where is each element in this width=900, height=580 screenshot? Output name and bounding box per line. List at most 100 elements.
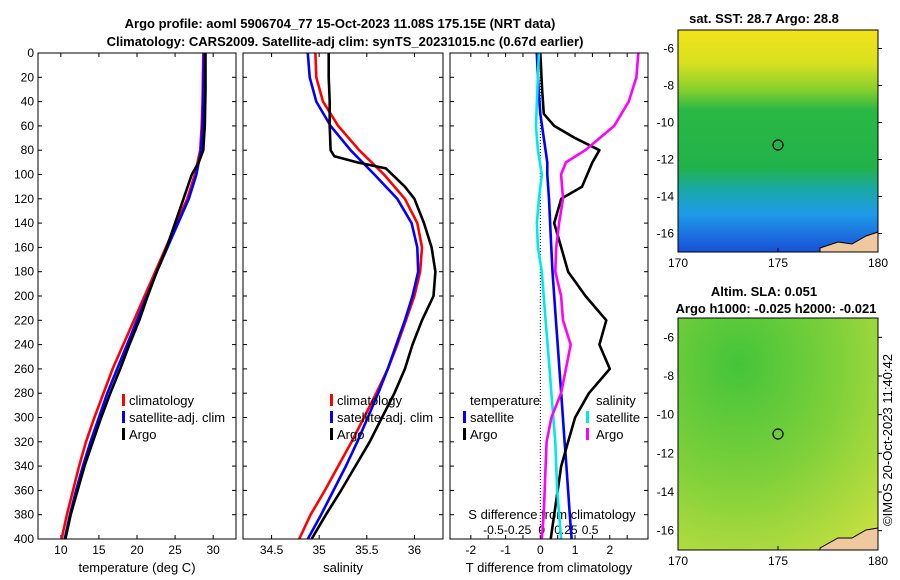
legend-swatch (122, 428, 125, 440)
map-x-tick-label: 175 (768, 554, 788, 568)
map-x-tick-label: 170 (668, 256, 688, 270)
map-x-tick-label: 180 (868, 256, 888, 270)
x-axis-label: temperature (deg C) (78, 560, 195, 575)
y-tick-label: 40 (21, 95, 35, 109)
map-x-tick-label: 180 (868, 554, 888, 568)
y-tick-label: 100 (14, 168, 34, 182)
legend-label: satellite-adj. clim (337, 410, 433, 425)
y-tick-label: 240 (14, 338, 34, 352)
series-line-s-satellite (534, 52, 563, 540)
legend-label: Argo (337, 427, 364, 442)
legend-label: climatology (129, 393, 195, 408)
y-tick-label: 120 (14, 192, 34, 206)
y-tick-label: 20 (21, 70, 35, 84)
series-line-s-argo (540, 52, 640, 540)
sst-map: sat. SST: 28.7 Argo: 28.8 170 175 180 -6 -8 -… (657, 11, 889, 270)
x-tick-label: 15 (92, 543, 106, 557)
x-tick-label: -2 (466, 543, 477, 557)
x-tick-label: 30 (206, 543, 220, 557)
x-tick-label: 2 (606, 543, 613, 557)
sst-argo-location-marker (772, 139, 784, 151)
map-y-tick-label: -8 (663, 369, 674, 383)
x2-tick-label: 0.25 (554, 523, 578, 537)
sst-field (678, 30, 878, 252)
x-tick-label: 25 (168, 543, 182, 557)
y-tick-label: 260 (14, 362, 34, 376)
y-tick-label: 0 (27, 46, 34, 60)
legend-left-title: temperature (470, 393, 540, 408)
x-tick-label: 10 (54, 543, 68, 557)
legend-swatch (330, 428, 333, 440)
temperature-panel: 0 20 40 60 80 100 120 140 160 180 200 220 240 260 280 3… (14, 46, 237, 575)
map-y-tick-label: -8 (663, 79, 674, 93)
legend-swatch (463, 428, 466, 440)
map-y-tick-label: -16 (657, 524, 675, 538)
x-axis-label: salinity (323, 560, 363, 575)
map-y-tick-label: -14 (657, 190, 675, 204)
legend-label: satellite (470, 410, 514, 425)
map-y-tick-label: -16 (657, 227, 675, 241)
plot-frame (37, 52, 237, 540)
sla-map-title-line1: Altim. SLA: 0.051 (711, 284, 817, 299)
x-tick-label: 35.5 (355, 543, 379, 557)
map-y-tick-label: -10 (657, 116, 675, 130)
series-line-climatology (298, 52, 424, 540)
plot-frame (242, 52, 444, 540)
y-tick-label: 400 (14, 532, 34, 546)
x2-tick-label: -0.25 (504, 523, 532, 537)
legend-label: satellite-adj. clim (129, 410, 225, 425)
y-tick-label: 80 (21, 143, 35, 157)
y-tick-label: 280 (14, 386, 34, 400)
map-y-tick-label: -12 (657, 153, 675, 167)
x-tick-label: 36 (408, 543, 422, 557)
map-y-tick-label: -12 (657, 446, 675, 460)
x-tick-label: 34.5 (260, 543, 284, 557)
sst-map-ticks: 170 175 180 -6 -8 -10 -12 -14 -16 (657, 42, 889, 271)
y-tick-label: 60 (21, 119, 35, 133)
sla-map-ticks: 170 175 180 -6 -8 -10 -12 -14 -16 (657, 330, 889, 568)
x2-axis-label: S difference from climatology (468, 507, 636, 522)
imos-credit: ©IMOS 20-Oct-2023 11:40:42 (880, 354, 895, 526)
x-tick-label: 20 (130, 543, 144, 557)
legend-swatch (330, 394, 333, 406)
series-line-t-satellite (535, 52, 573, 540)
figure-title-line2: Climatology: CARS2009. Satellite-adj cli… (107, 34, 584, 49)
legend-swatch (586, 411, 589, 423)
sla-map: Altim. SLA: 0.051 Argo h1000: -0.025 h20… (657, 284, 889, 568)
plot-background (450, 53, 648, 539)
legend-swatch (330, 411, 333, 423)
difference-panel: -2 -1 0 1 2 T difference from climatology S di… (449, 52, 649, 575)
series-line-satellite-adj-clim (306, 52, 420, 540)
x-tick-label: 35 (313, 543, 327, 557)
map-x-tick-label: 170 (668, 554, 688, 568)
series-line-t-argo (539, 52, 612, 540)
map-y-tick-label: -6 (663, 42, 674, 56)
y-tick-label: 200 (14, 289, 34, 303)
legend-label: Argo (596, 427, 623, 442)
legend-swatch (122, 411, 125, 423)
sla-argo-location-marker (772, 428, 784, 440)
legend-swatch (122, 394, 125, 406)
x-axis-label: T difference from climatology (466, 560, 633, 575)
figure-title-line1: Argo profile: aoml 5906704_77 15-Oct-202… (125, 16, 556, 31)
y-tick-label: 320 (14, 435, 34, 449)
y-tick-label: 300 (14, 411, 34, 425)
y-tick-label: 140 (14, 216, 34, 230)
plot-background (38, 53, 236, 539)
plot-frame (449, 52, 649, 540)
series-line-satellite-adj-clim (63, 52, 206, 540)
y-tick-label: 360 (14, 483, 34, 497)
legend-label: satellite (596, 410, 640, 425)
salinity-panel: 34.5 35 35.5 36 salinity climatology satellite… (242, 52, 444, 575)
legend-right-title: salinity (596, 393, 636, 408)
y-tick-label: 220 (14, 313, 34, 327)
x-tick-label: 1 (572, 543, 579, 557)
legend-label: Argo (470, 427, 497, 442)
map-y-tick-label: -14 (657, 485, 675, 499)
y-tick-label: 160 (14, 240, 34, 254)
map-y-tick-label: -6 (663, 330, 674, 344)
legend-label: climatology (337, 393, 403, 408)
legend-swatch (586, 428, 589, 440)
y-tick-label: 340 (14, 459, 34, 473)
